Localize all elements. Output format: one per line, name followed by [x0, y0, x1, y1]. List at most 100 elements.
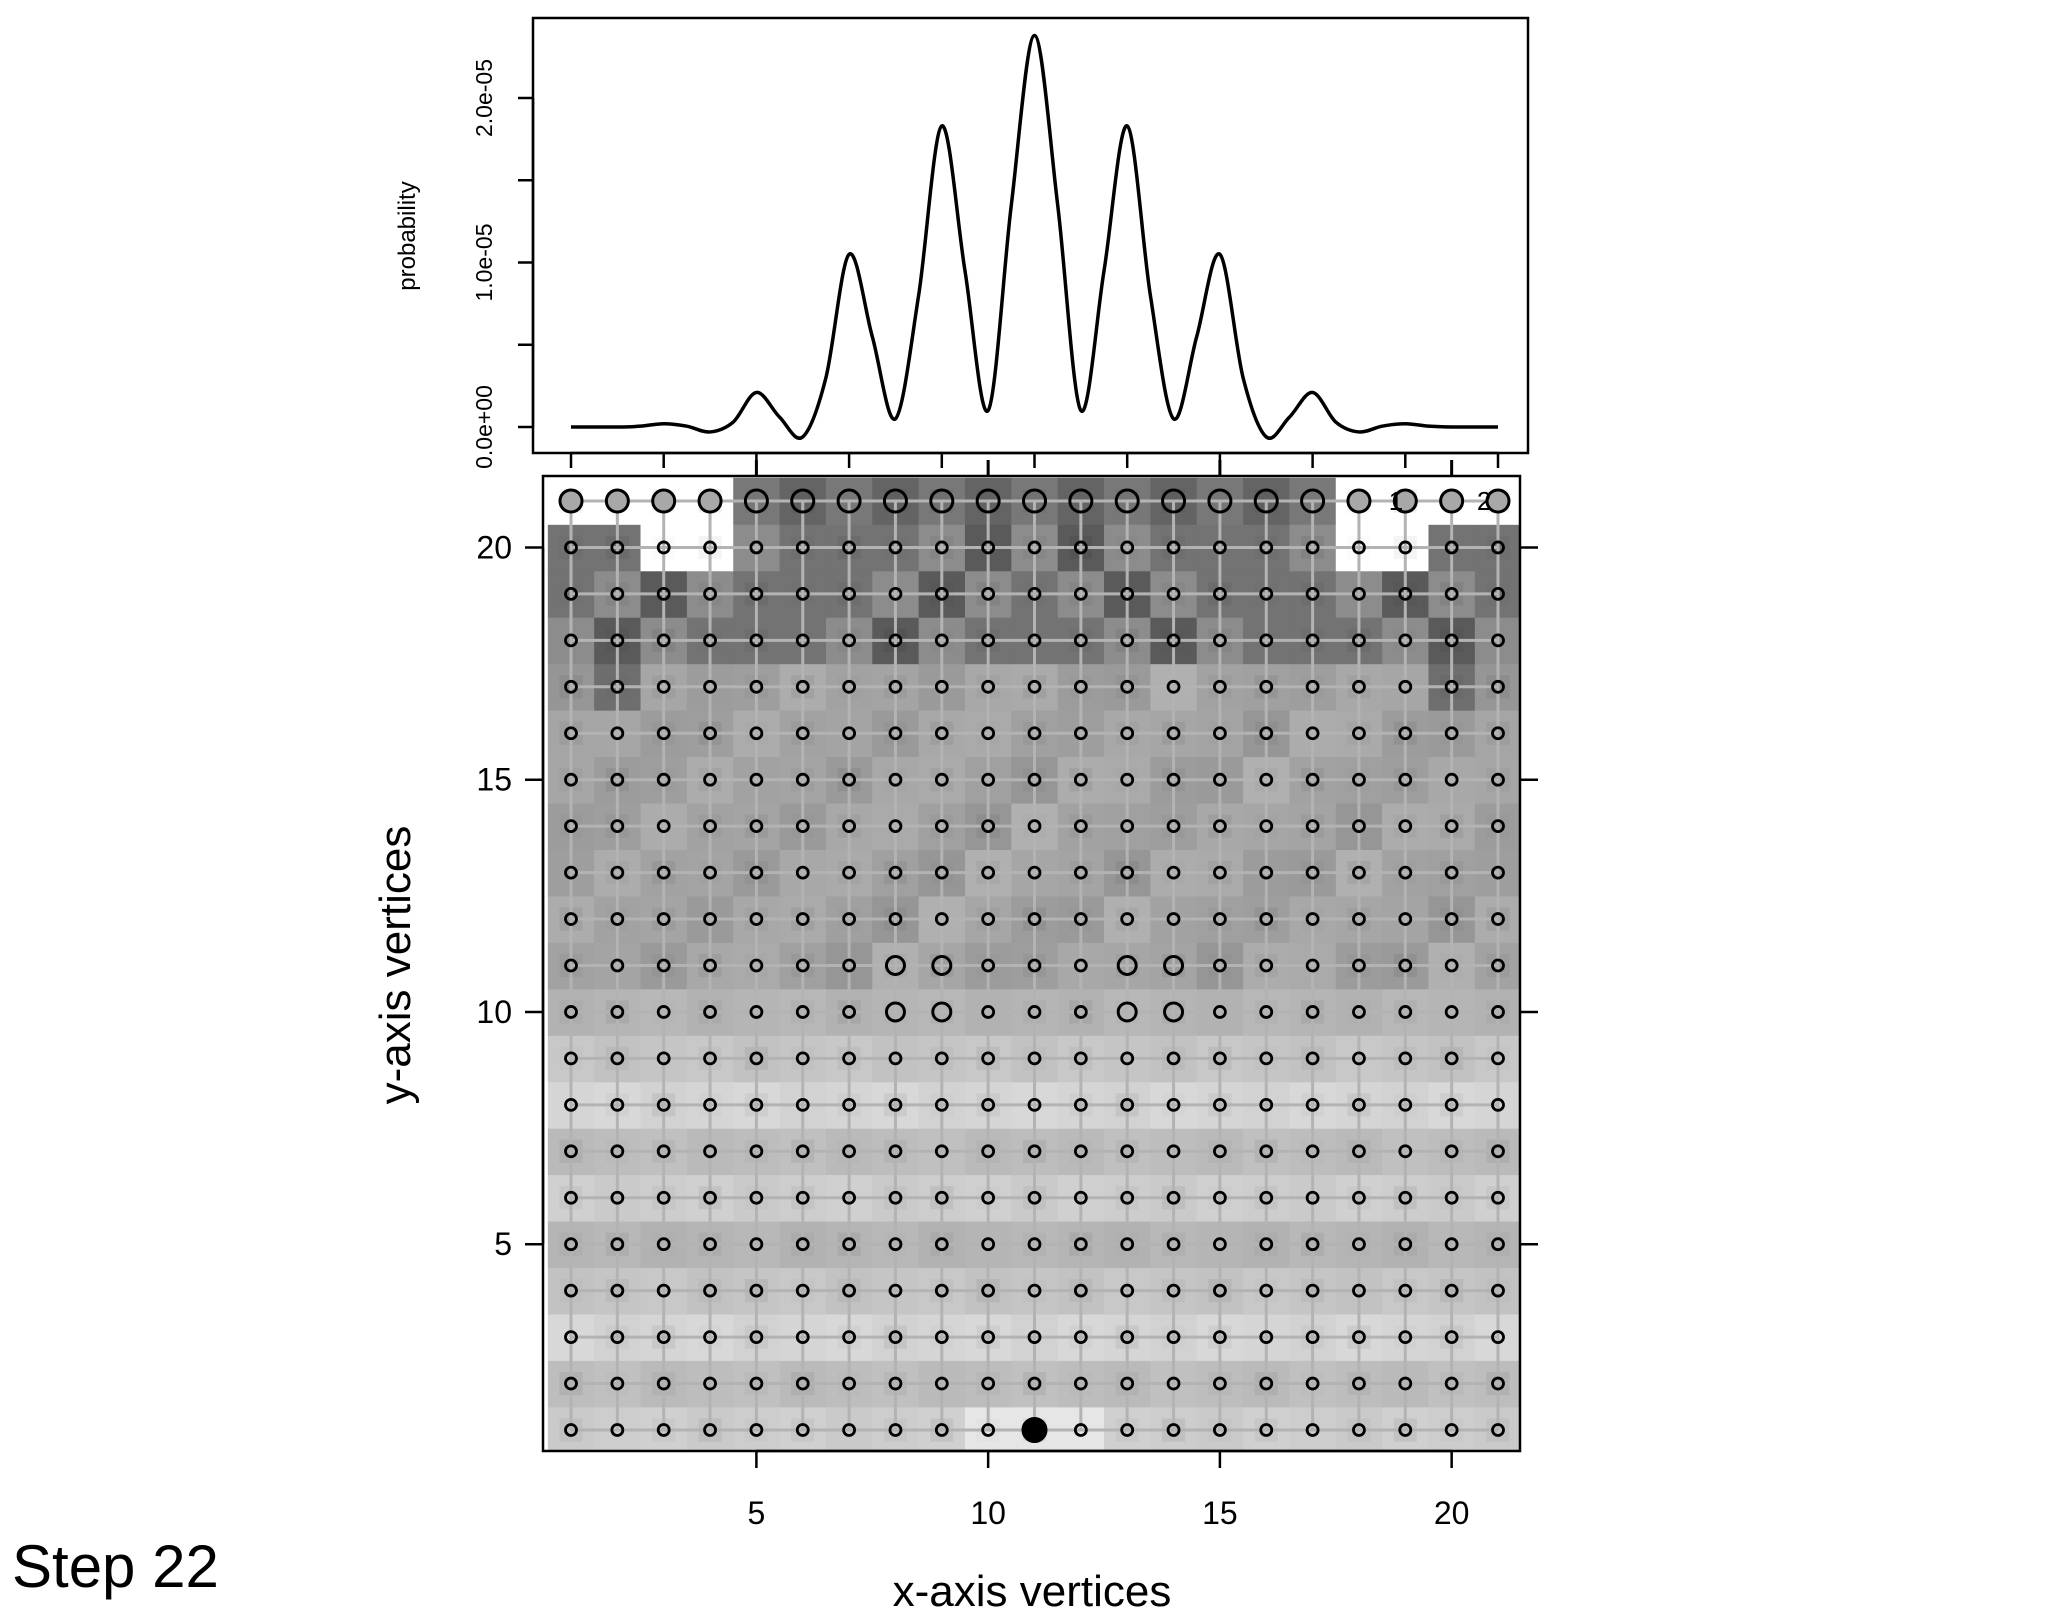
lattice-node: [1352, 1190, 1366, 1205]
lattice-node: [656, 1376, 671, 1391]
lattice-node: [1027, 1330, 1042, 1344]
lattice-node: [1444, 1330, 1459, 1344]
lattice-node: [564, 679, 578, 694]
lattice-node: [564, 587, 578, 601]
lattice-node: [795, 1376, 810, 1391]
lattice-node: [1305, 679, 1320, 694]
lattice-node: [1305, 819, 1320, 834]
lattice-node: [1213, 1423, 1227, 1437]
lattice-node: [1259, 1423, 1274, 1437]
lattice-node: [703, 679, 717, 694]
lattice-nodes: [558, 488, 1511, 1443]
lattice-node: [1491, 865, 1505, 880]
lattice-node: [981, 958, 996, 973]
lattice-node: [610, 1376, 625, 1391]
lattice-node: [1491, 1005, 1505, 1019]
lattice-node: [842, 1190, 856, 1205]
x-tick-label: 10: [970, 1495, 1006, 1531]
lattice-node: [934, 772, 949, 787]
lattice-node: [1352, 540, 1366, 555]
lattice-node: [1073, 1190, 1088, 1205]
lattice-node: [749, 633, 764, 648]
lattice-node: [1213, 1051, 1227, 1066]
lattice-node: [1305, 1097, 1320, 1112]
lattice-node: [1073, 726, 1088, 741]
lattice-node: [1073, 587, 1088, 601]
lattice-node: [842, 1423, 856, 1437]
lattice-node: [749, 1144, 764, 1159]
y-axis: 5 10 15 20: [476, 529, 1538, 1262]
lattice-node: [1398, 1237, 1413, 1252]
lattice-node: [610, 1237, 625, 1252]
lattice-node: [564, 1144, 578, 1159]
lattice-node: [1491, 819, 1505, 834]
lattice-node: [610, 679, 625, 694]
lattice-node: [564, 633, 578, 648]
lattice-node: [1027, 679, 1042, 694]
lattice-node: [1166, 1423, 1181, 1437]
lattice-node: [610, 1330, 625, 1344]
lattice-node: [1120, 679, 1135, 694]
y-tick-label: 10: [476, 994, 512, 1030]
lattice-node: [795, 819, 810, 834]
lattice-node: [1259, 1097, 1274, 1112]
lattice-node: [1027, 865, 1042, 880]
lattice-node: [1120, 1144, 1135, 1159]
lattice-node: [1305, 726, 1320, 741]
lattice-node: [1398, 1097, 1413, 1112]
lattice-node: [1352, 1005, 1366, 1019]
lattice-node: [1444, 1283, 1459, 1298]
lattice-node: [749, 1237, 764, 1252]
lattice-node: [1491, 1237, 1505, 1252]
lattice-node: [703, 1330, 717, 1344]
lattice-node: [749, 1097, 764, 1112]
lattice-node: [934, 679, 949, 694]
top-row-node: [743, 488, 769, 514]
lattice-node: [1027, 1051, 1042, 1066]
lattice-node: [795, 1097, 810, 1112]
lattice-node: [1398, 772, 1413, 787]
lattice-node: [564, 865, 578, 880]
lattice-node: [749, 865, 764, 880]
lattice-node: [1213, 633, 1227, 648]
lattice-node: [1305, 1330, 1320, 1344]
lattice-node: [1305, 1376, 1320, 1391]
lattice-node: [981, 1283, 996, 1298]
lattice-node: [703, 865, 717, 880]
lattice-node: [703, 633, 717, 648]
lattice-node: [1491, 726, 1505, 741]
lattice-node: [1166, 726, 1181, 741]
lattice-node: [981, 1423, 996, 1437]
lattice-node: [981, 1376, 996, 1391]
lattice-node: [842, 1051, 856, 1066]
lattice-node: [1352, 1330, 1366, 1344]
lattice-node: [1213, 679, 1227, 694]
lattice-node: [1073, 679, 1088, 694]
lattice-node: [1444, 819, 1459, 834]
lattice-node: [564, 1051, 578, 1066]
lattice-node: [564, 1423, 578, 1437]
lattice-node: [1444, 958, 1459, 973]
highlighted-node: [931, 955, 953, 976]
lattice-node: [1120, 1097, 1135, 1112]
lattice-node: [1166, 1097, 1181, 1112]
lattice-node: [981, 587, 996, 601]
lattice-node: [934, 1190, 949, 1205]
top-row-node: [1346, 488, 1372, 514]
lattice-node: [610, 1097, 625, 1112]
lattice-node: [1027, 772, 1042, 787]
lattice-node: [703, 1190, 717, 1205]
lattice-node: [888, 587, 903, 601]
lattice-node: [1305, 1144, 1320, 1159]
lattice-node: [842, 1283, 856, 1298]
lattice-node: [703, 1051, 717, 1066]
lattice-node: [888, 1051, 903, 1066]
lattice-node: [842, 540, 856, 555]
lattice-node: [1352, 819, 1366, 834]
lattice-node: [1166, 540, 1181, 555]
lattice-node: [1073, 958, 1088, 973]
highlighted-node: [1116, 955, 1138, 976]
y-tick-label: 15: [476, 762, 512, 798]
